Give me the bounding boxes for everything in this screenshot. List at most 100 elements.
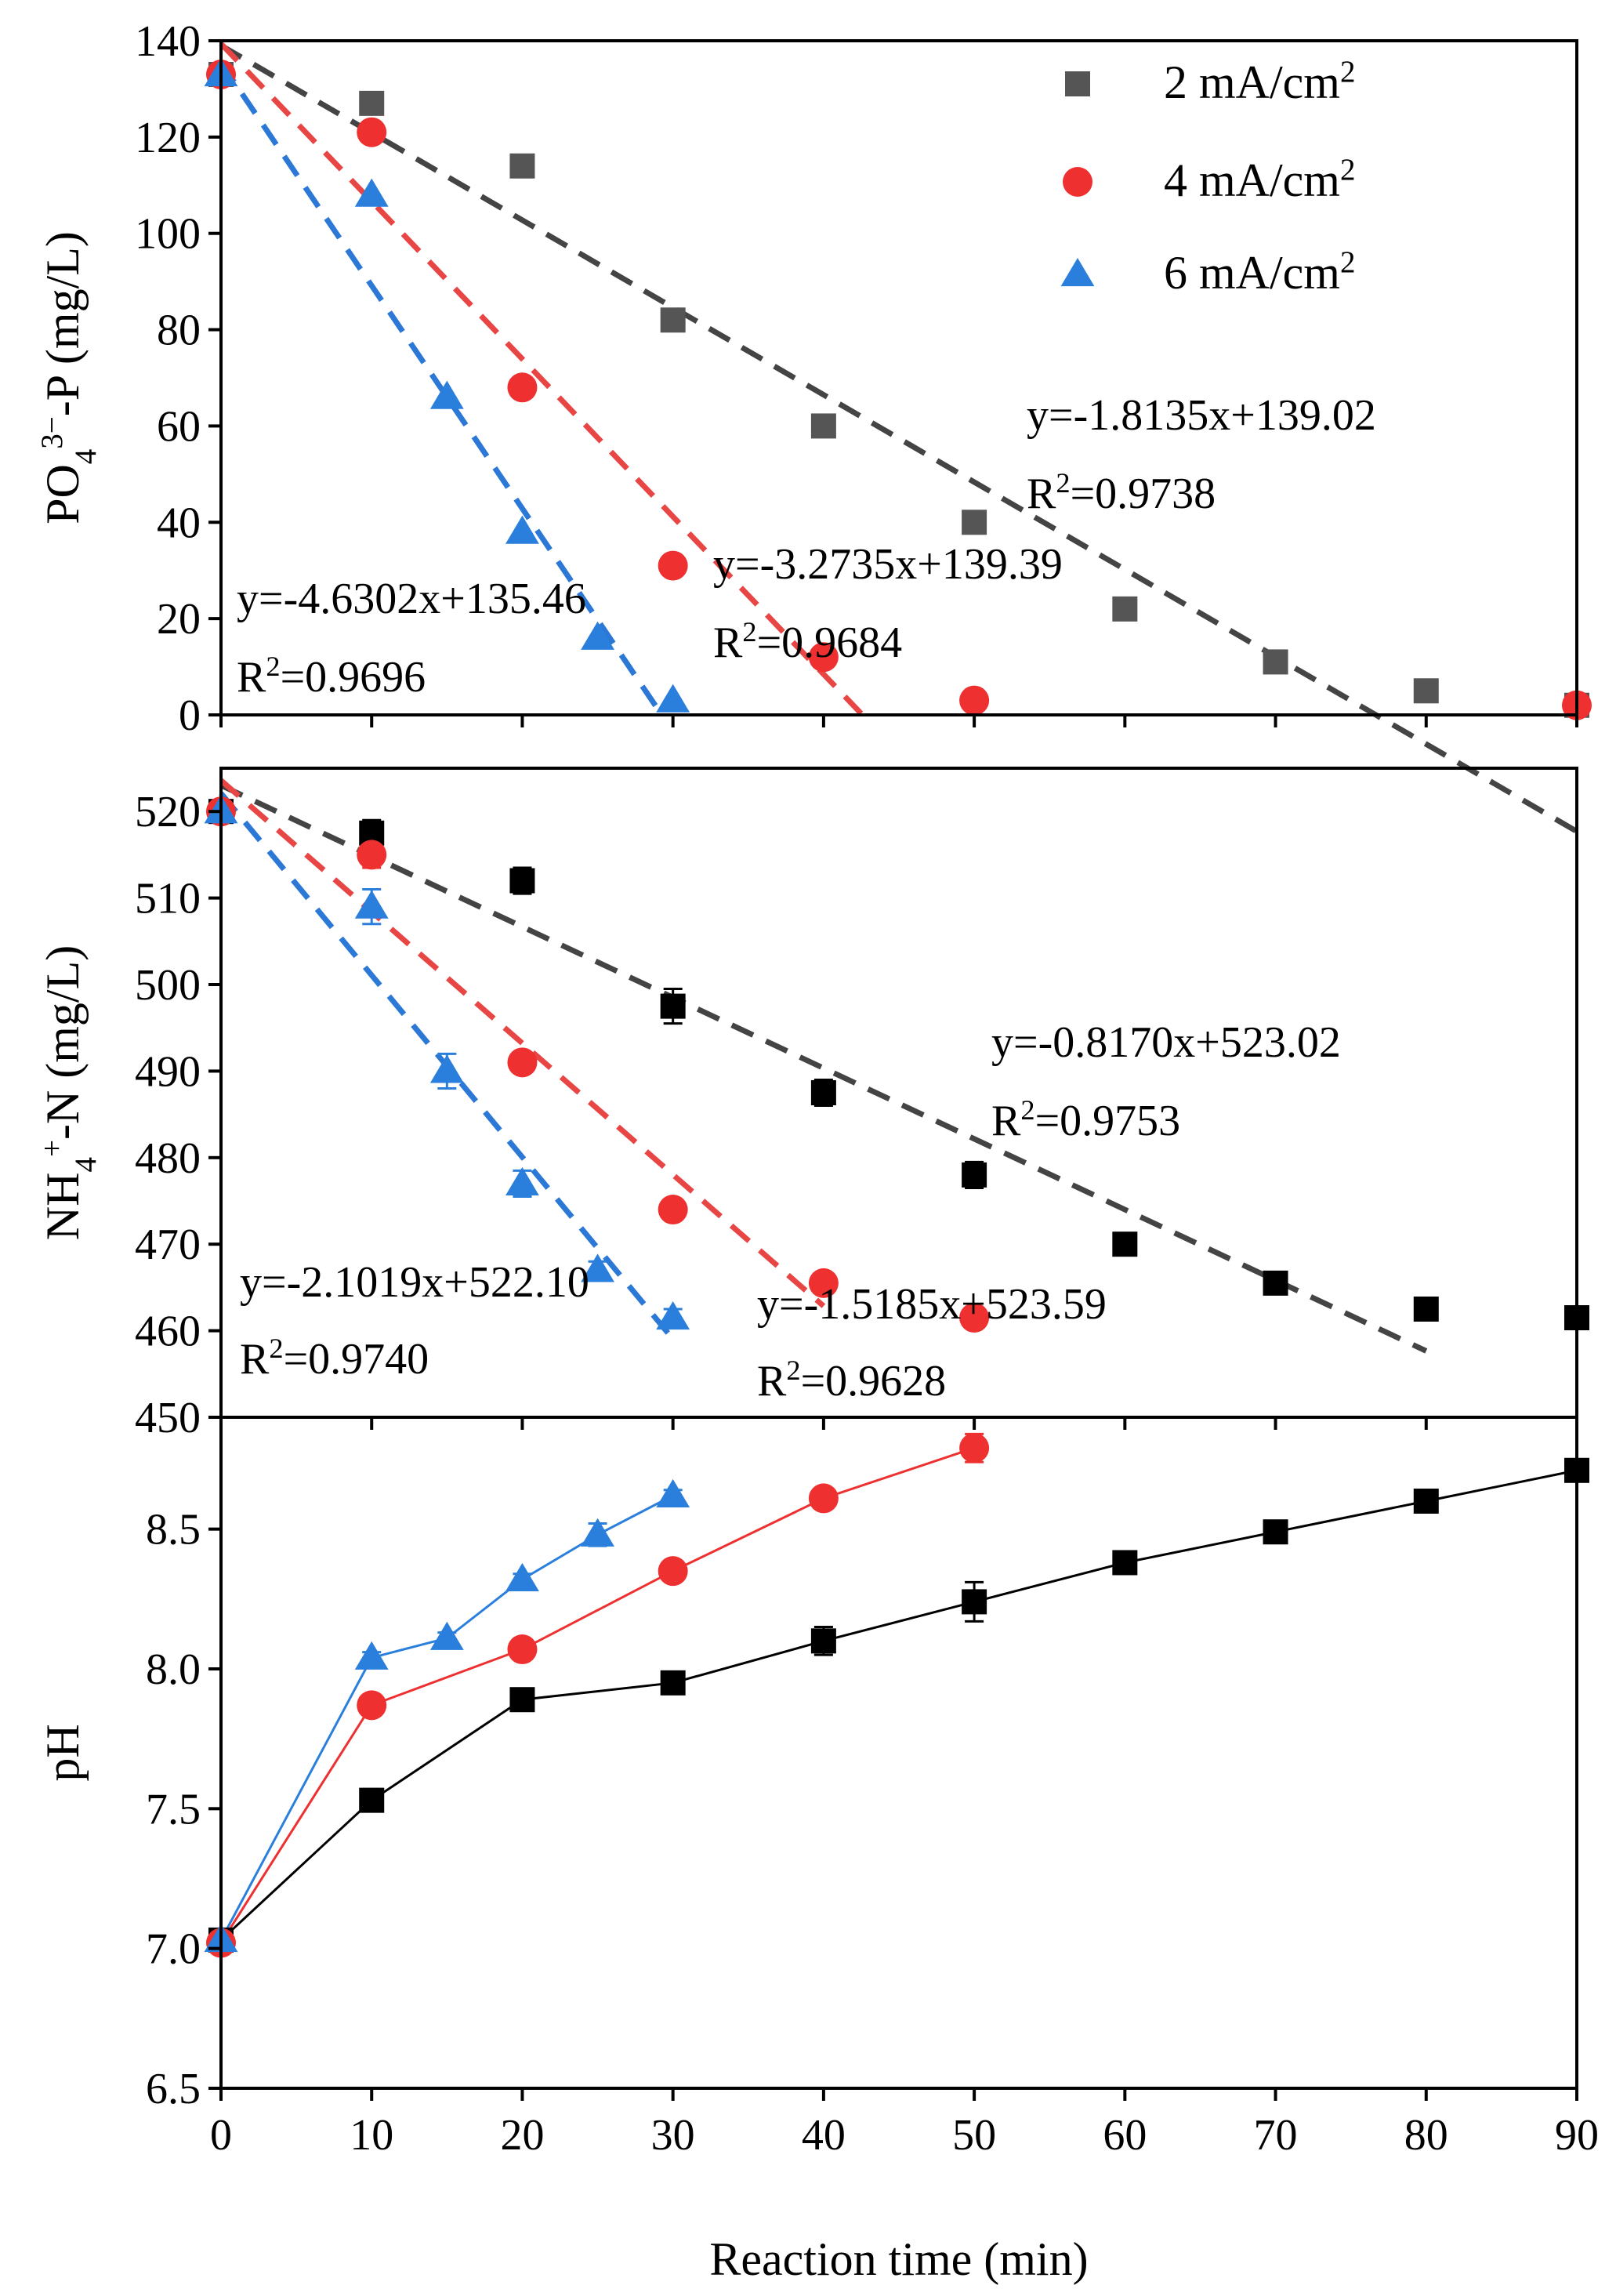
data-point-phosphate-0-8 [1413,678,1439,704]
y-tick-label-phosphate-4: 80 [157,306,201,355]
y-tick-label-phosphate-0: 0 [179,691,201,740]
y-tick-label-phosphate-6: 120 [135,114,201,162]
y-tick-label-ph-0: 6.5 [146,2065,201,2113]
data-point-phosphate-0-5 [962,510,987,535]
series-line-ph-2 [219,1494,674,1941]
fit-line-ammonium-0 [219,782,1428,1354]
data-point-ph-0-1 [359,1787,385,1813]
fit-equation-ammonium-0: y=-0.8170x+523.02 [991,1018,1341,1067]
x-tick-label-5: 50 [952,2111,996,2160]
x-tick-label-0: 0 [210,2111,232,2160]
fit-r2-ammonium-0: R2=0.9753 [991,1094,1180,1145]
x-tick-label-4: 40 [802,2111,846,2160]
data-point-ph-0-8 [1413,1489,1439,1514]
data-point-ph-0-5 [962,1589,987,1615]
fit-r2-phosphate-2: R2=0.9696 [237,651,426,702]
data-point-phosphate-0-7 [1263,649,1288,675]
fit-line-phosphate-2 [219,60,665,718]
y-tick-label-ph-4: 8.5 [146,1506,201,1554]
y-tick-label-ph-1: 7.0 [146,1925,201,1974]
fit-line-phosphate-1 [219,42,865,717]
data-point-ph-2-5 [656,1478,690,1507]
data-point-phosphate-0-6 [1112,596,1138,622]
legend-label-2: 6 mA/cm2 [1164,245,1355,299]
data-point-phosphate-1-5 [959,685,990,716]
data-point-ph-0-2 [509,1687,535,1713]
y-tick-label-ph-2: 7.5 [146,1785,201,1834]
x-tick-label-3: 30 [651,2111,695,2160]
legend-label-0: 2 mA/cm2 [1164,55,1355,109]
y-tick-label-ammonium-6: 510 [135,875,201,923]
data-point-phosphate-2-4 [581,621,614,650]
data-point-ph-2-4 [581,1518,614,1547]
data-point-ph-2-2 [429,1621,464,1650]
data-point-ammonium-0-4 [810,1080,836,1105]
data-point-ammonium-2-5 [656,1301,690,1330]
y-axis-label-ammonium: NH4+-N (mg/L) [35,945,103,1240]
data-point-ph-1-1 [357,1690,387,1721]
y-tick-label-phosphate-3: 60 [157,402,201,451]
x-tick-label-1: 10 [350,2111,393,2160]
legend-marker-1 [1063,167,1092,197]
data-point-ph-0-7 [1263,1519,1288,1545]
legend-marker-0 [1065,71,1090,96]
x-tick-label-2: 20 [500,2111,544,2160]
data-point-ph-0-3 [660,1670,686,1696]
data-point-phosphate-2-2 [429,380,464,409]
data-point-ammonium-1-4 [808,1268,839,1298]
legend-marker-2 [1060,258,1095,287]
data-point-ammonium-2-1 [354,890,389,919]
fit-equation-ammonium-1: y=-1.5185x+523.59 [757,1280,1107,1329]
data-point-ph-1-2 [507,1634,538,1665]
data-point-ph-1-4 [808,1483,839,1514]
data-point-phosphate-2-1 [354,178,389,207]
data-point-ph-1-3 [658,1556,688,1587]
y-tick-label-phosphate-1: 20 [157,595,201,644]
data-point-ammonium-0-5 [962,1162,987,1188]
fit-equation-phosphate-1: y=-3.2735x+139.39 [713,540,1063,589]
data-point-ph-1-5 [959,1433,990,1464]
data-point-ammonium-0-6 [1112,1231,1138,1257]
y-tick-label-phosphate-7: 140 [135,17,201,66]
y-tick-label-ammonium-0: 450 [135,1394,201,1442]
data-point-ammonium-1-2 [507,1047,538,1078]
data-point-ammonium-0-8 [1413,1297,1439,1322]
y-axis-label-phosphate: PO43−-P (mg/L) [35,231,103,524]
fit-line-ammonium-1 [219,778,826,1308]
x-axis-label: Reaction time (min) [709,2233,1088,2285]
data-point-phosphate-0-3 [660,307,686,333]
x-tick-label-9: 90 [1555,2111,1599,2160]
data-point-phosphate-0-4 [810,413,836,439]
fit-equation-ammonium-2: y=-2.1019x+522.10 [240,1258,589,1307]
data-point-ammonium-1-3 [658,1195,688,1225]
fit-r2-ammonium-2: R2=0.9740 [240,1333,429,1384]
y-tick-label-phosphate-2: 40 [157,499,201,547]
axes-frame-ph [219,1416,1578,2090]
data-point-ph-2-1 [354,1641,389,1670]
data-point-ammonium-1-5 [959,1303,990,1333]
data-point-ammonium-2-2 [429,1054,464,1083]
axes-frame-phosphate [219,39,1578,716]
data-point-ammonium-0-7 [1263,1270,1288,1296]
y-tick-label-ammonium-1: 460 [135,1308,201,1356]
y-tick-label-phosphate-5: 100 [135,210,201,259]
data-point-ammonium-1-1 [357,840,387,870]
y-tick-label-ammonium-7: 520 [135,788,201,836]
data-point-ammonium-2-4 [581,1253,614,1282]
fit-r2-ammonium-1: R2=0.9628 [757,1355,946,1406]
data-point-ammonium-0-3 [660,993,686,1019]
data-point-phosphate-2-3 [505,515,539,544]
series-line-ph-1 [219,1446,975,1944]
y-tick-label-ammonium-2: 470 [135,1221,201,1269]
x-tick-label-6: 60 [1103,2111,1147,2160]
data-point-ph-2-3 [505,1562,539,1591]
data-point-phosphate-1-3 [658,550,688,581]
fit-equation-phosphate-2: y=-4.6302x+135.46 [237,575,586,623]
y-tick-label-ammonium-4: 490 [135,1047,201,1096]
x-tick-label-7: 70 [1254,2111,1298,2160]
y-axis-label-ph: pH [37,1724,89,1781]
data-point-ph-0-6 [1112,1550,1138,1576]
y-tick-label-ph-3: 8.0 [146,1645,201,1694]
